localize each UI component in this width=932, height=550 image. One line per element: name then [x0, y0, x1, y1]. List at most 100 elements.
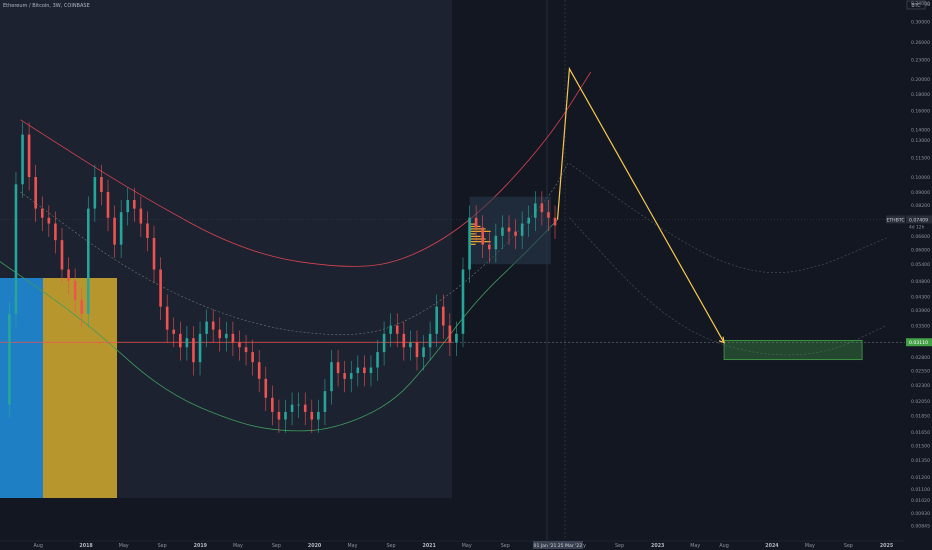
candle-body [106, 191, 110, 218]
price-axis-background [905, 0, 932, 550]
y-tick-label: 0.02800 [911, 355, 930, 361]
y-tick-label: 0.14000 [911, 127, 930, 133]
candle-body [192, 338, 195, 363]
candle-body [317, 411, 320, 420]
range-start-box [533, 541, 557, 549]
currency-tag: BTC [911, 3, 921, 9]
x-tick-label: 2020 [308, 543, 322, 549]
currency-tag-box [906, 0, 926, 10]
x-tick-label: 2019 [194, 543, 208, 549]
x-tick-label: 2023 [651, 543, 664, 549]
volume-profile-bar [469, 235, 481, 238]
candle-body [205, 321, 208, 334]
x-tick-label: May [805, 543, 815, 549]
y-tick-label: 0.04300 [911, 294, 930, 300]
candle-body [323, 391, 327, 412]
x-tick-label: Sep [501, 543, 510, 549]
level-tag: 0.03110 [909, 340, 928, 346]
upper-arc [20, 71, 592, 267]
candle-body [257, 362, 261, 379]
candle-body [14, 184, 18, 314]
candle-body [277, 411, 281, 420]
symbol-tag-box [886, 215, 905, 224]
candle-body [132, 200, 136, 209]
candle-body [540, 203, 544, 213]
last-price-box [906, 215, 932, 224]
candle-body [297, 404, 300, 406]
candle-body [80, 299, 84, 314]
candle-countdown: 4d 12h [909, 224, 925, 230]
candle-body [330, 362, 333, 392]
candle-body [310, 411, 314, 420]
y-tick-label: 0.04800 [911, 279, 930, 285]
candle-body [428, 333, 432, 348]
candle-body [369, 367, 373, 374]
y-tick-label: 0.20000 [911, 77, 930, 83]
candle-body [146, 223, 149, 238]
candle-body [514, 231, 517, 236]
y-tick-label: 0.02550 [911, 368, 930, 374]
candle-body [100, 177, 103, 192]
blue-highlight-block [0, 278, 43, 498]
x-tick-label: May [233, 543, 243, 549]
candle-body [409, 342, 412, 348]
candle-body [244, 347, 248, 353]
candle-body [382, 333, 386, 353]
gold-highlight-block [43, 278, 117, 498]
symbol-tag: ETHBTC [886, 217, 904, 223]
chart-title: Ethereum / Bitcoin, 3W, COINBASE [3, 3, 90, 9]
x-tick-label: Sep [158, 543, 167, 549]
y-tick-label: 0.18000 [911, 92, 930, 98]
candle-body [119, 212, 123, 245]
range-end-box [557, 541, 583, 549]
range-start-label: 01 Jan '21 [534, 543, 557, 549]
candle-body [507, 227, 511, 232]
y-tick-label: 0.26000 [911, 40, 930, 46]
y-tick-label: 0.01350 [911, 458, 930, 464]
candle-body [238, 342, 241, 348]
candle-body [34, 177, 37, 209]
volume-profile-bar [469, 243, 476, 245]
candle-body [487, 244, 491, 250]
x-tick-label: May [462, 543, 472, 549]
candle-body [54, 223, 57, 241]
candles [8, 122, 557, 433]
candle-body [60, 240, 64, 270]
candle-body [47, 217, 51, 224]
x-tick-label: Sep [272, 543, 281, 549]
candle-body [363, 367, 366, 374]
candle-body [395, 325, 399, 334]
candle-body [501, 227, 504, 236]
y-tick-label: 0.10000 [911, 175, 930, 181]
candle-body [27, 134, 31, 178]
x-tick-label: Aug [34, 543, 43, 549]
candle-body [527, 217, 531, 224]
candle-body [435, 306, 438, 334]
y-tick-label: 0.05400 [911, 262, 930, 268]
x-tick-label: 2025 [880, 543, 893, 549]
candle-body [73, 280, 77, 300]
candle-body [211, 321, 215, 330]
range-end-label: 25 Mar '22 [558, 543, 583, 549]
y-tick-label: 0.00845 [911, 524, 930, 530]
y-tick-label: 0.30000 [911, 20, 930, 26]
y-tick-label: 0.01500 [911, 443, 930, 449]
candle-body [474, 217, 478, 228]
y-tick-label: 0.13000 [911, 138, 930, 144]
candle-body [21, 134, 24, 185]
candle-body [533, 203, 537, 218]
y-tick-label: 0.03500 [911, 324, 930, 330]
candle-body [126, 200, 130, 213]
projection-arrowhead [718, 336, 725, 344]
candle-body [159, 269, 162, 307]
y-tick-label: 0.06000 [911, 247, 930, 253]
y-tick-label: 0.06600 [911, 234, 930, 240]
candle-body [165, 306, 169, 330]
y-tick-label: 0.01020 [911, 498, 930, 504]
y-tick-label: 0.01650 [911, 430, 930, 436]
y-tick-label: 0.02050 [911, 399, 930, 405]
candle-body [179, 333, 182, 348]
candle-body [448, 325, 452, 343]
